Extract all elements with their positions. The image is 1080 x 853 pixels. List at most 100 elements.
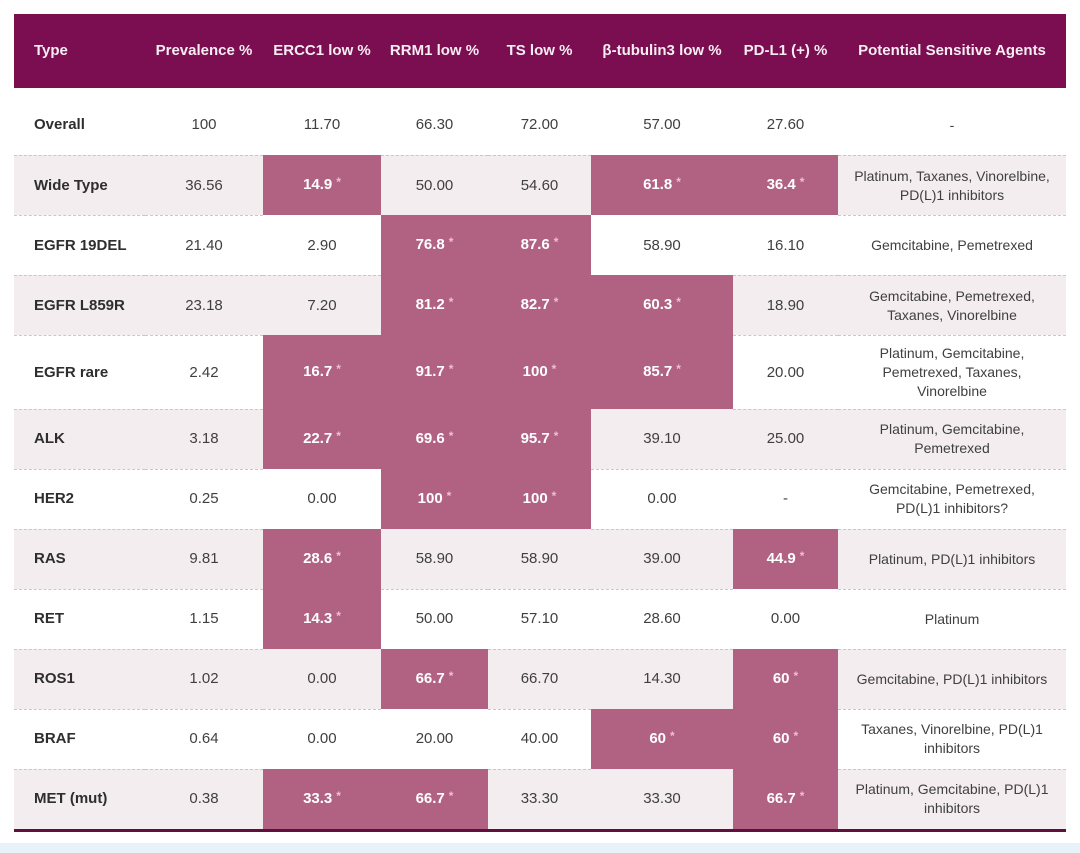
cell-value: 16.7 [303, 363, 333, 381]
agents-cell: Gemcitabine, Pemetrexed [838, 215, 1066, 275]
significance-asterisk: * [551, 362, 557, 377]
significance-asterisk: * [446, 488, 452, 503]
value-cell: 33.3 * [263, 768, 381, 829]
cell-value: 54.60 [520, 176, 559, 194]
value-cell: 0.00 [733, 589, 838, 649]
cell-value: 66.7 [415, 789, 445, 807]
value-cell: 58.90 [591, 215, 733, 275]
cell-value: 11.70 [303, 116, 341, 134]
value-cell: 39.10 [591, 409, 733, 469]
cell-value: 60 [772, 669, 790, 687]
agents-cell: - [949, 116, 955, 133]
column-header-ercc1-low: ERCC1 low % [273, 41, 371, 59]
value-cell: 76.8 * [381, 215, 488, 275]
significance-asterisk: * [793, 668, 799, 683]
agents-cell: Gemcitabine, Pemetrexed, Taxanes, Vinore… [838, 275, 1066, 335]
cell-value: 0.00 [647, 490, 677, 508]
significance-asterisk: * [448, 668, 454, 683]
cell-value: 20.00 [415, 730, 454, 748]
value-cell: 66.7 * [381, 648, 488, 709]
value-cell: 33.30 [488, 768, 591, 829]
cell-value: 39.10 [643, 430, 681, 448]
value-cell: 0.25 [145, 468, 263, 529]
agents-cell: Platinum, Gemcitabine, PD(L)1 inhibitors [838, 768, 1066, 829]
significance-asterisk: * [448, 788, 454, 803]
value-cell: 50.00 [381, 588, 488, 649]
significance-asterisk: * [799, 788, 805, 803]
cell-value: 85.7 [643, 363, 673, 381]
cell-value: - [783, 490, 788, 508]
value-cell: 66.7 * [381, 768, 488, 829]
value-cell: 2.42 [145, 335, 263, 409]
significance-asterisk: * [336, 362, 341, 377]
cell-value: 60 [772, 729, 790, 747]
value-cell: 14.30 [591, 648, 733, 709]
significance-asterisk: * [336, 428, 341, 443]
value-cell: 16.10 [733, 215, 838, 275]
cell-value: 0.64 [189, 730, 219, 748]
cell-value: 57.10 [520, 610, 559, 628]
value-cell: 28.60 [591, 588, 733, 649]
table-header: Type Prevalence % ERCC1 low % RRM1 low %… [14, 14, 1066, 88]
value-cell: 66.30 [381, 95, 488, 155]
column-header-prevalence: Prevalence % [155, 41, 253, 59]
value-cell: 21.40 [145, 215, 263, 275]
agents-cell: Platinum, PD(L)1 inhibitors [838, 528, 1066, 589]
value-cell: 36.56 [145, 155, 263, 215]
significance-asterisk: * [448, 428, 454, 443]
cell-value: 27.60 [766, 116, 805, 134]
value-cell: 25.00 [733, 408, 838, 469]
table-body: Overall 100 11.70 66.30 72.00 57.00 27.6… [14, 95, 1066, 829]
cell-value: 25.00 [766, 430, 805, 448]
value-cell: 87.6 * [488, 215, 591, 275]
value-cell: 23.18 [145, 275, 263, 335]
cell-value: 23.18 [185, 296, 223, 314]
value-cell: 39.00 [591, 528, 733, 589]
cell-value: 0.00 [307, 670, 337, 688]
agents-cell: Taxanes, Vinorelbine, PD(L)1 inhibitors [838, 708, 1066, 769]
agents-cell: Platinum, Gemcitabine, Pemetrexed, Taxan… [838, 335, 1066, 409]
value-cell: 16.7 * [263, 335, 381, 409]
type-cell: EGFR L859R [14, 275, 145, 335]
cell-value: 87.6 [520, 236, 550, 254]
cell-value: 58.90 [415, 550, 454, 568]
biomarker-table: Type Prevalence % ERCC1 low % RRM1 low %… [14, 14, 1066, 832]
significance-asterisk: * [448, 235, 454, 250]
value-cell: 28.6 * [263, 528, 381, 589]
value-cell: 61.8 * [591, 155, 733, 215]
value-cell: 54.60 [488, 155, 591, 215]
value-cell: 18.90 [733, 275, 838, 335]
cell-value: 50.00 [415, 176, 454, 194]
cell-value: 61.8 [643, 176, 673, 194]
significance-asterisk: * [551, 488, 557, 503]
significance-asterisk: * [799, 548, 805, 563]
value-cell: 0.38 [145, 768, 263, 829]
cell-value: 60.3 [643, 296, 673, 314]
cell-value: 66.70 [520, 670, 559, 688]
significance-asterisk: * [676, 362, 681, 377]
type-cell: MET (mut) [14, 768, 145, 829]
value-cell: 7.20 [263, 275, 381, 335]
value-cell: 3.18 [145, 408, 263, 469]
cell-value: 57.00 [643, 116, 681, 134]
significance-asterisk: * [553, 428, 559, 443]
significance-asterisk: * [448, 295, 454, 310]
cell-value: 72.00 [520, 116, 559, 134]
table-row: RET 1.15 14.3 * 50.00 57.10 28.60 0.00 Pl… [14, 588, 1066, 649]
cell-value: 100 [191, 116, 217, 134]
cell-value: 14.30 [643, 670, 681, 688]
cell-value: 1.02 [189, 670, 219, 688]
type-cell: EGFR 19DEL [14, 215, 145, 275]
column-header-rrm1-low: RRM1 low % [389, 41, 480, 59]
significance-asterisk: * [336, 608, 341, 623]
value-cell: 2.90 [263, 215, 381, 275]
cell-value: 21.40 [185, 236, 223, 254]
cell-value: 28.6 [303, 549, 333, 567]
type-cell: ALK [14, 408, 145, 469]
value-cell: 58.90 [488, 529, 591, 589]
value-cell: 60 * [591, 708, 733, 769]
table-row: EGFR 19DEL 21.40 2.90 76.8 * 87.6 * 58.90 … [14, 215, 1066, 275]
value-cell: 9.81 [145, 528, 263, 589]
cell-value: 0.38 [189, 790, 219, 808]
value-cell: 1.02 [145, 648, 263, 709]
